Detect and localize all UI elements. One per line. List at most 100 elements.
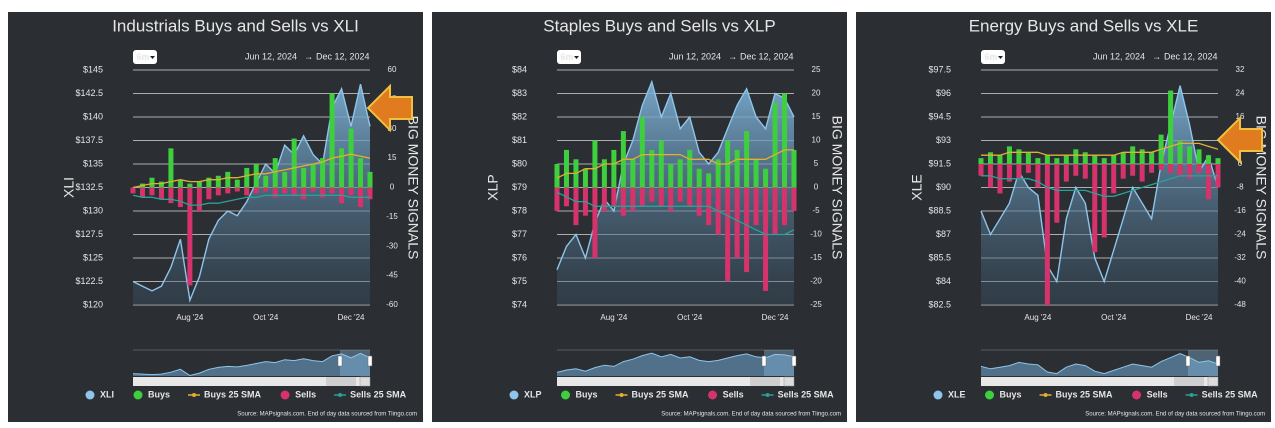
signal-bar: [782, 187, 788, 226]
legend-label[interactable]: Buys: [1000, 389, 1022, 399]
signal-bar: [1215, 158, 1221, 164]
source-note: Source: MAPsignals.com. End of day data …: [661, 412, 841, 418]
signal-bar: [301, 187, 307, 200]
navigator-handle[interactable]: [791, 355, 797, 367]
scrollbar-arrow: [1207, 376, 1219, 387]
signal-bar: [320, 187, 326, 198]
signal-bar: [763, 168, 769, 188]
legend-label[interactable]: XLP: [524, 389, 542, 399]
y2-axis-label: BIG MONEY SIGNALS: [405, 116, 421, 260]
signal-bar: [554, 187, 560, 211]
y-tick-label: $91.5: [928, 158, 951, 168]
signal-bar: [130, 187, 136, 194]
scrollbar-thumb[interactable]: [326, 377, 356, 386]
legend-label[interactable]: Buys 25 SMA: [204, 389, 262, 399]
signal-bar: [1092, 155, 1098, 164]
chart-title: Energy Buys and Sells vs XLE: [969, 16, 1199, 35]
range-button[interactable]: [557, 50, 581, 64]
signal-bar: [348, 187, 354, 196]
signal-bar: [177, 179, 183, 188]
y-tick-label: $75: [512, 276, 527, 286]
signal-bar: [206, 187, 212, 200]
signal-bar: [677, 159, 683, 188]
y-tick-label: $80: [512, 158, 527, 168]
legend-label[interactable]: Sells: [295, 389, 316, 399]
signal-bar: [301, 167, 307, 188]
navigator-handle[interactable]: [1215, 355, 1221, 367]
range-button-label[interactable]: 6m: [560, 52, 573, 62]
signal-bar: [791, 149, 797, 188]
chart-panel: Staples Buys and Sells vs XLP 6m Jun 12, 2…: [432, 12, 847, 422]
signal-bar: [358, 158, 364, 188]
legend-label[interactable]: Sells 25 SMA: [1202, 389, 1259, 399]
range-button-label[interactable]: 6m: [136, 52, 149, 62]
legend-symbol: [1189, 393, 1194, 397]
navigator-line: [132, 352, 371, 377]
navigator-handle[interactable]: [761, 355, 767, 367]
scrollbar-thumb[interactable]: [1174, 377, 1204, 386]
signal-bar: [206, 177, 212, 188]
signal-bar: [263, 175, 269, 188]
signal-bar: [1035, 164, 1041, 188]
y2-tick-label: -15: [810, 253, 822, 262]
legend-label[interactable]: Sells: [1147, 389, 1168, 399]
legend-symbol: [133, 390, 143, 400]
legend-label[interactable]: Sells 25 SMA: [350, 389, 407, 399]
y-tick-label: $79: [512, 182, 527, 192]
y-tick-label: $82: [512, 111, 527, 121]
legend-label[interactable]: Buys: [576, 389, 598, 399]
scrollbar-track: [981, 377, 1218, 386]
signal-bar: [320, 158, 326, 188]
navigator-handle[interactable]: [367, 355, 373, 367]
y2-tick-label: -45: [386, 271, 398, 280]
y-tick-label: $78: [512, 205, 527, 215]
legend-label[interactable]: XLI: [100, 389, 114, 399]
signal-bar: [772, 187, 778, 235]
signal-bar: [1177, 140, 1183, 164]
date-to: Dec 12, 2024: [740, 51, 794, 61]
y-axis-label: XLI: [61, 177, 77, 198]
legend-label[interactable]: Sells: [723, 389, 744, 399]
date-from: Jun 12, 2024: [1093, 51, 1145, 61]
legend-label[interactable]: Buys 25 SMA: [1056, 389, 1114, 399]
signal-bar: [744, 187, 750, 273]
signal-bar: [563, 149, 569, 188]
signal-bar: [187, 183, 193, 188]
range-button-label[interactable]: 6m: [984, 52, 997, 62]
signal-bar: [978, 164, 984, 176]
signal-bar: [696, 168, 702, 188]
signal-bar: [139, 187, 145, 198]
signal-bar: [592, 187, 598, 258]
y-tick-label: $83: [512, 88, 527, 98]
x-tick-label: Oct '24: [253, 313, 279, 322]
scrollbar-thumb[interactable]: [750, 377, 780, 386]
signal-bar: [215, 175, 221, 188]
navigator-handle[interactable]: [1185, 355, 1191, 367]
scrollbar-arrow: [783, 376, 795, 387]
y-tick-label: $77: [512, 229, 527, 239]
signal-bar: [1158, 164, 1164, 170]
legend-label[interactable]: Buys 25 SMA: [632, 389, 690, 399]
y2-tick-label: -24: [1234, 230, 1246, 239]
signal-bar: [725, 187, 731, 282]
range-button[interactable]: [981, 50, 1005, 64]
y-tick-label: $97.5: [928, 64, 951, 74]
legend-label[interactable]: XLE: [948, 389, 966, 399]
legend-label[interactable]: Sells 25 SMA: [778, 389, 835, 399]
signal-bar: [282, 187, 288, 194]
range-button-caret: [574, 56, 579, 59]
signal-bar: [1063, 155, 1069, 164]
navigator-handle[interactable]: [337, 355, 343, 367]
y2-tick-label: -10: [810, 230, 822, 239]
navigator-window: [764, 350, 794, 376]
range-button[interactable]: [133, 50, 157, 64]
y2-tick-label: 60: [388, 65, 397, 74]
signal-bar: [763, 187, 769, 291]
y-tick-label: $87: [936, 229, 951, 239]
signal-bar: [1168, 164, 1174, 173]
legend-label[interactable]: Buys: [148, 389, 170, 399]
signal-bar: [1130, 146, 1136, 164]
signal-bar: [1187, 164, 1193, 179]
y-tick-label: $96: [936, 88, 951, 98]
